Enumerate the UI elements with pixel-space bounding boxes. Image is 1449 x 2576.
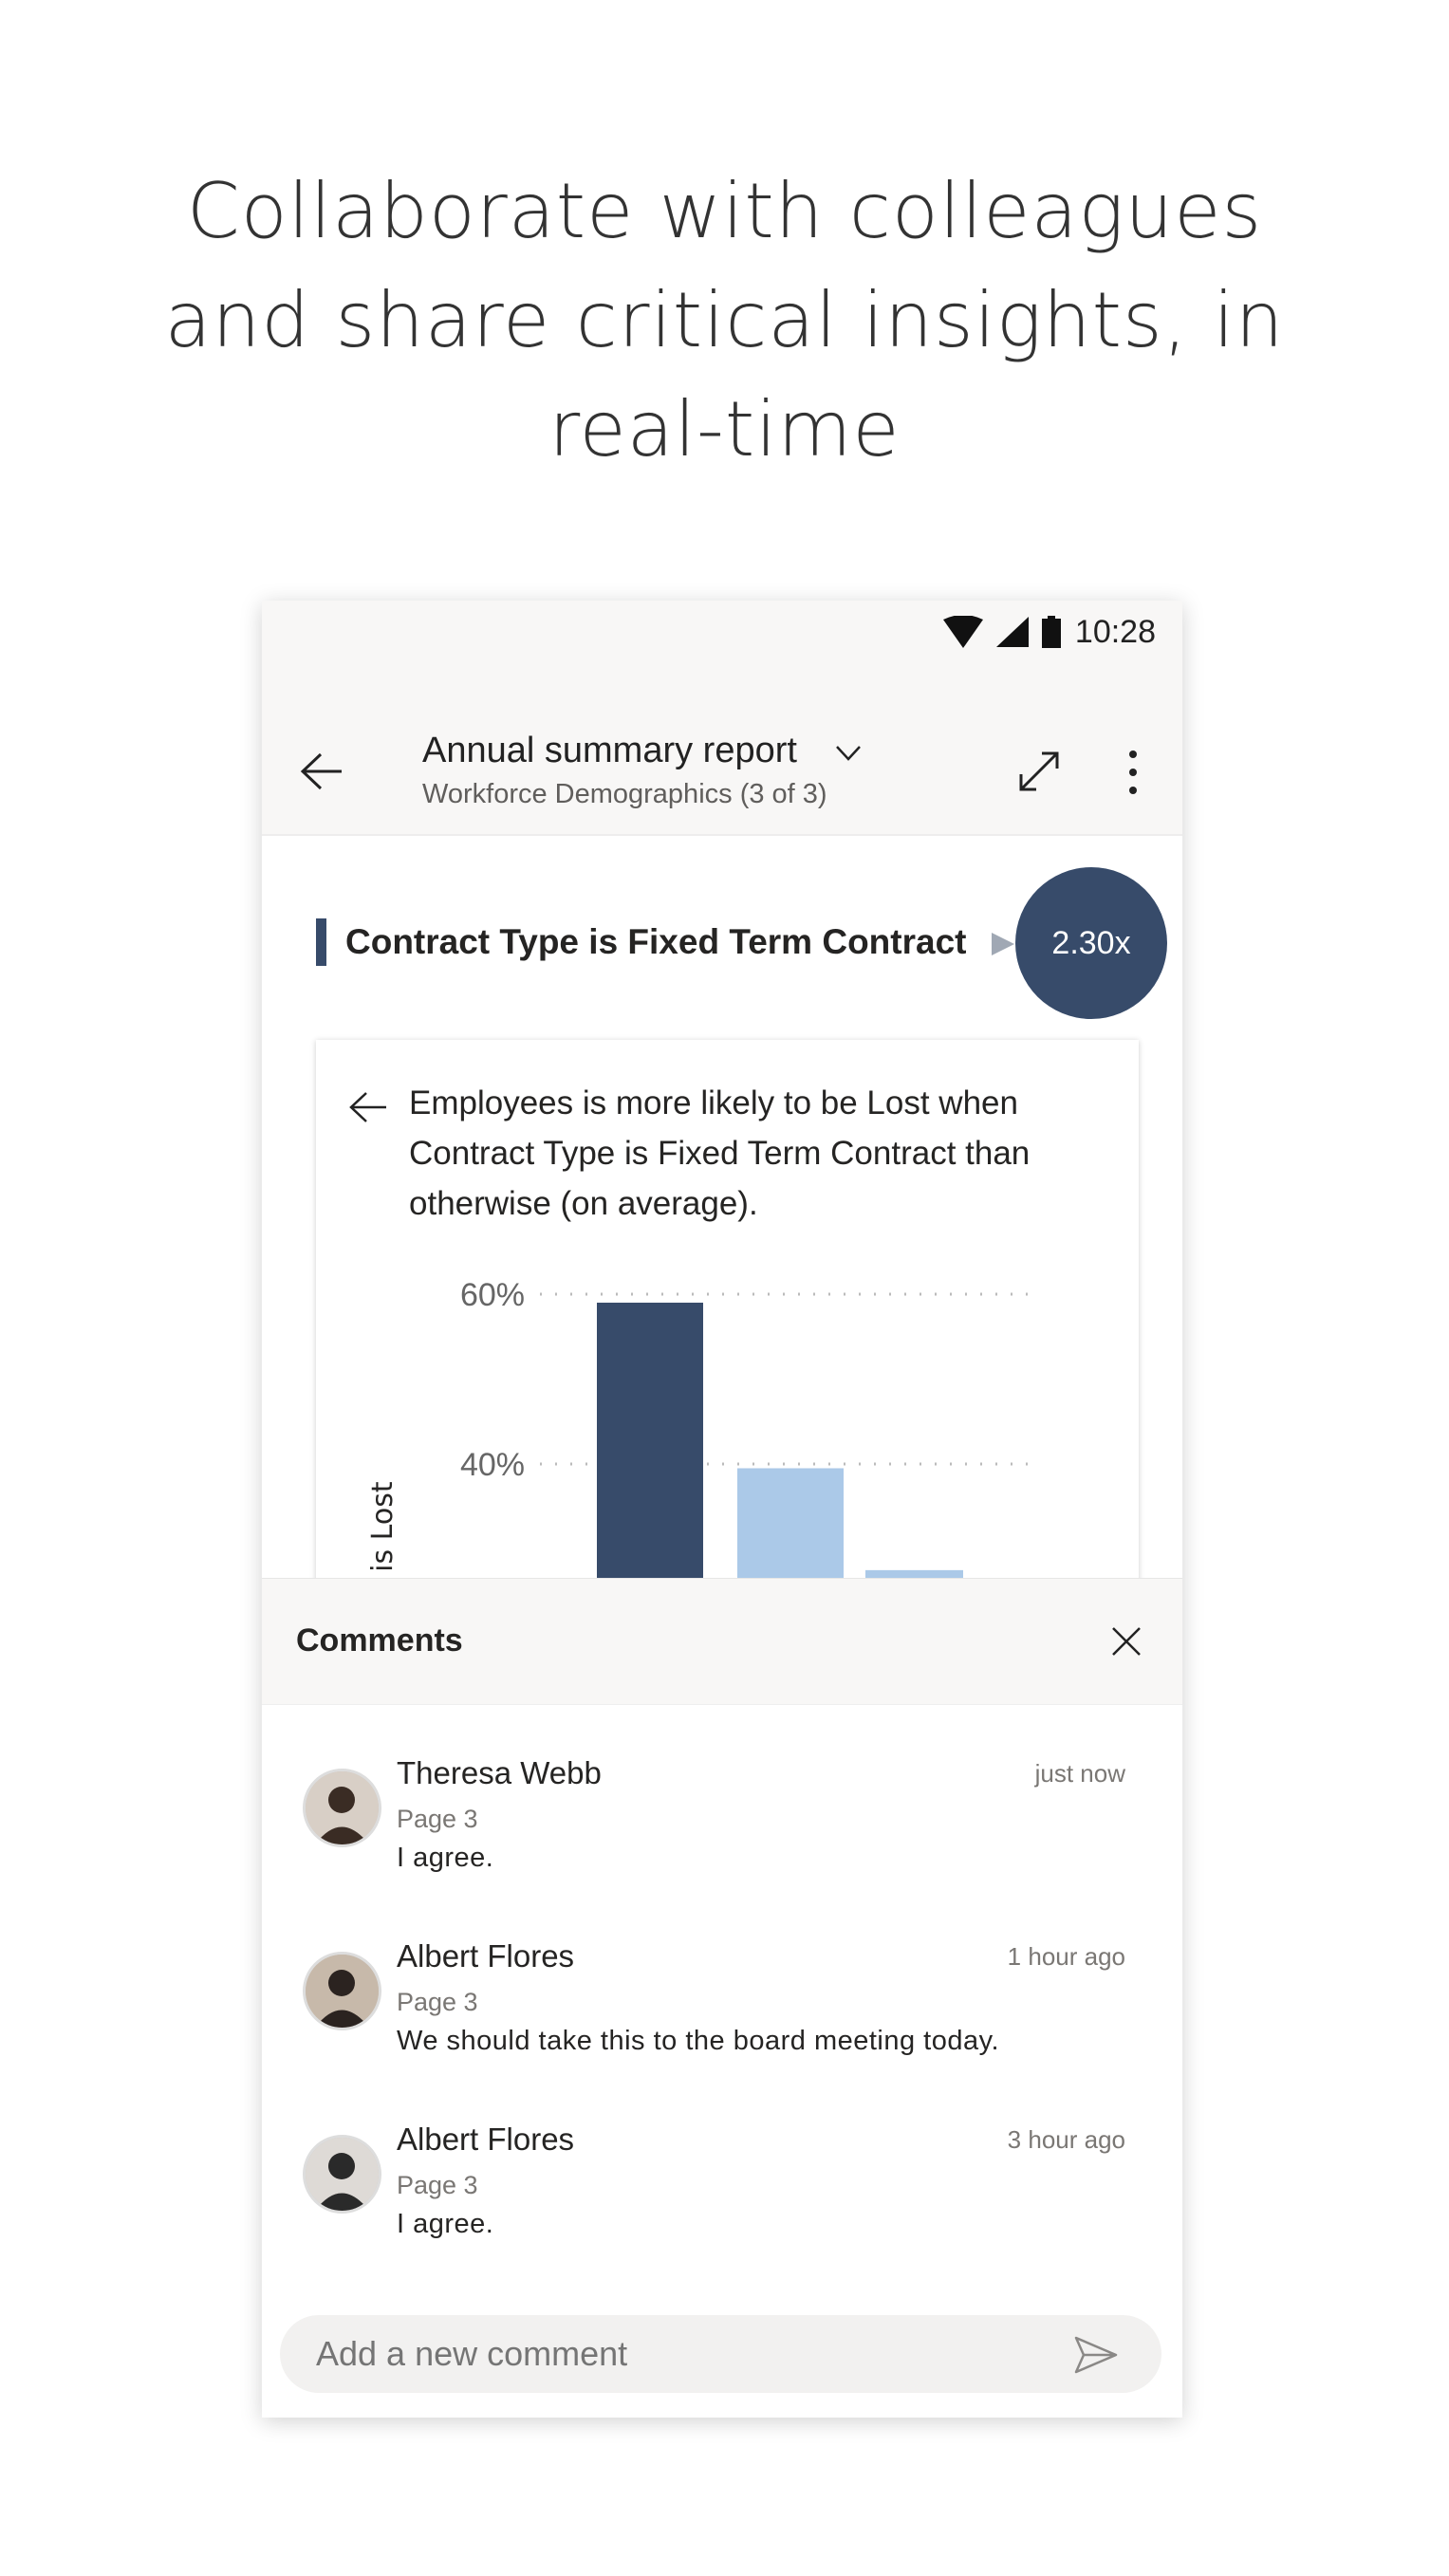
avatar [303, 1952, 381, 2030]
back-arrow-icon[interactable] [348, 1091, 388, 1123]
phone-screen: 10:28 Annual summary report Workforce De… [262, 601, 1182, 2418]
report-subtitle: Workforce Demographics (3 of 3) [422, 779, 827, 809]
comment-author: Albert Flores [397, 2122, 575, 2157]
expand-icon[interactable] [1017, 750, 1061, 793]
comment-item[interactable]: Theresa Webb Page 3 I agree. just now [262, 1755, 1182, 1952]
wifi-icon [943, 616, 983, 648]
insight-description: Employees is more likely to be Lost when… [409, 1084, 1031, 1222]
comment-input[interactable] [316, 2315, 1037, 2393]
play-triangle-icon [992, 933, 1014, 955]
comment-text: We should take this to the board meeting… [397, 2026, 1000, 2056]
comment-time: 3 hour ago [1007, 2125, 1125, 2154]
comment-author: Albert Flores [397, 1938, 575, 1974]
chevron-down-icon[interactable] [835, 745, 862, 762]
comment-page: Page 3 [397, 1805, 478, 1833]
comments-header: Comments [262, 1579, 1182, 1705]
insight-title: Contract Type is Fixed Term Contract [316, 918, 966, 966]
avatar [303, 1769, 381, 1847]
comment-item[interactable]: Albert Flores Page 3 We should take this… [262, 1938, 1182, 2135]
battery-icon [1042, 616, 1061, 648]
status-icons [943, 616, 1061, 648]
comment-input-box[interactable] [280, 2315, 1161, 2393]
more-vertical-icon[interactable] [1125, 750, 1141, 795]
multiplier-badge: 2.30x [1015, 867, 1167, 1019]
comment-page: Page 3 [397, 2171, 478, 2199]
comment-time: 1 hour ago [1007, 1942, 1125, 1971]
report-title[interactable]: Annual summary report [422, 731, 797, 770]
close-icon[interactable] [1111, 1626, 1142, 1657]
comment-time: just now [1034, 1759, 1125, 1788]
comment-text: I agree. [397, 2209, 494, 2239]
comment-author: Theresa Webb [397, 1755, 602, 1790]
app-bar: 10:28 Annual summary report Workforce De… [262, 601, 1182, 836]
comment-page: Page 3 [397, 1988, 478, 2016]
status-time: 10:28 [1074, 614, 1156, 650]
comments-panel: Comments Theresa Webb Page 3 I agree. ju… [262, 1578, 1182, 2418]
comment-text: I agree. [397, 1843, 494, 1873]
back-arrow-icon[interactable] [300, 752, 344, 790]
headline: Collaborate with colleagues and share cr… [164, 167, 1285, 473]
y-tick-label: 60% [460, 1277, 525, 1313]
comments-title: Comments [296, 1622, 463, 1659]
send-icon[interactable] [1074, 2336, 1118, 2374]
signal-icon [996, 617, 1029, 647]
y-tick-label: 40% [460, 1447, 525, 1483]
avatar [303, 2135, 381, 2214]
comment-item[interactable]: Albert Flores Page 3 I agree. 3 hour ago [262, 2122, 1182, 2318]
